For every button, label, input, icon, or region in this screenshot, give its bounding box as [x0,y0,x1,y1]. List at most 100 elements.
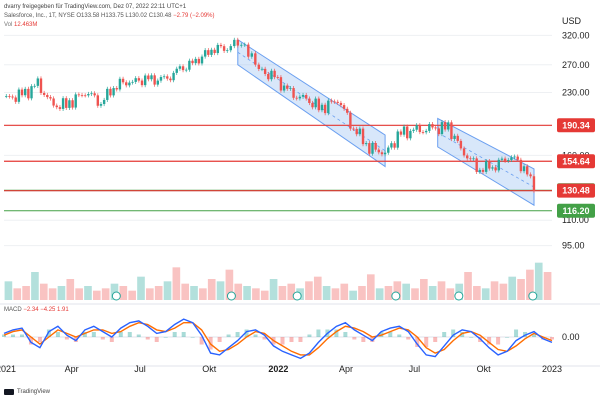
candle-body [213,49,216,54]
macd-histogram-bar [28,337,33,345]
volume-bar [331,288,340,300]
level-label: 116.20 [562,206,589,216]
earnings-marker-icon [292,291,302,301]
candle-body [175,68,178,73]
candle-body [437,128,440,135]
volume-bar [101,288,110,300]
volume-bar [57,286,66,300]
candle-body [510,157,513,160]
candle-body [355,128,358,135]
candle-body [396,131,399,148]
macd-histogram-bar [361,337,366,342]
volume-bar [517,279,525,300]
candle-body [481,169,485,172]
candle-body [507,159,510,161]
candle-body [65,98,68,108]
volume-bar [358,286,366,300]
macd-histogram-bar [163,337,168,338]
candle-body [17,89,21,102]
volume-bar [437,281,446,300]
volume-bar [543,272,552,300]
candle-body [399,131,403,135]
candle-body [49,97,52,99]
volume-bar [172,267,181,300]
candle-body [219,44,223,47]
volume-bar [287,283,296,300]
candle-body [207,50,210,55]
candle-body [453,135,456,139]
candle-body [323,104,327,114]
macd-histogram-bar [136,334,141,337]
macd-histogram-bar [37,337,42,342]
volume-bar [411,288,419,300]
volume-bar [199,288,207,300]
macd-histogram-bar [55,332,60,337]
earnings-marker-icon [226,291,236,301]
volume-bar [375,288,384,300]
candle-body [532,176,536,191]
volume-bar [110,283,119,300]
candle-body [134,78,137,82]
candle-body [39,78,43,93]
macd-histogram-bar [307,334,312,337]
candle-body [229,46,232,51]
candle-body [36,78,40,86]
candle-body [475,158,478,172]
volume-bar [366,274,375,300]
time-tick-label: Okt [202,364,217,374]
macd-tick-label: 0.00 [562,332,580,342]
candle-body [522,166,526,172]
macd-histogram-bar [298,337,303,342]
volume-bar [420,279,428,300]
macd-values: −2.34 −4.25 [23,307,56,313]
volume-bar [534,262,543,300]
macd-histogram-bar [550,337,554,340]
candle-body [61,98,65,109]
candle-body [368,143,371,154]
volume-bar [260,290,269,300]
candle-body [519,159,523,172]
candle-body [118,78,122,90]
candle-body [58,107,62,109]
macd-histogram-bar [2,334,6,337]
volume-bar [216,281,225,300]
candle-body [472,158,475,160]
candle-body [93,93,96,96]
candle-body [181,66,185,71]
macd-label: MACD [4,307,22,313]
ohlc-line: Salesforce, Inc., 1T, NYSE O133.58 H133.… [4,13,215,19]
macd-histogram-bar [514,329,519,337]
level-label: 130.48 [562,186,590,196]
volume-bar [13,288,22,300]
candle-body [358,128,362,135]
macd-histogram-bar [253,334,258,337]
candle-body [137,78,141,81]
candle-body [491,167,494,169]
volume-bar [322,286,331,300]
candle-body [96,95,100,106]
volume-bar [31,272,39,300]
volume-bar [48,288,57,300]
volume-bar [252,288,260,300]
candle-body [115,88,118,90]
candle-body [20,89,24,96]
candle-body [106,88,109,100]
candle-body [409,130,412,139]
level-tag [557,154,595,169]
macd-histogram-bar [145,337,150,340]
candle-body [377,149,381,153]
time-tick-label: 2023 [542,364,562,374]
macd-histogram-bar [64,337,69,340]
volume-bar [526,269,534,300]
candle-body [74,94,77,108]
candle-body [500,158,504,160]
candle-body [23,88,27,96]
macd-histogram-bar [370,337,375,342]
volume-bar [163,281,172,300]
macd-histogram-bar [109,337,114,342]
volume-bar [499,283,508,300]
earnings-marker-icon [528,291,538,301]
candle-body [99,104,103,106]
volume-bar [22,286,30,300]
candle-body [11,96,14,98]
